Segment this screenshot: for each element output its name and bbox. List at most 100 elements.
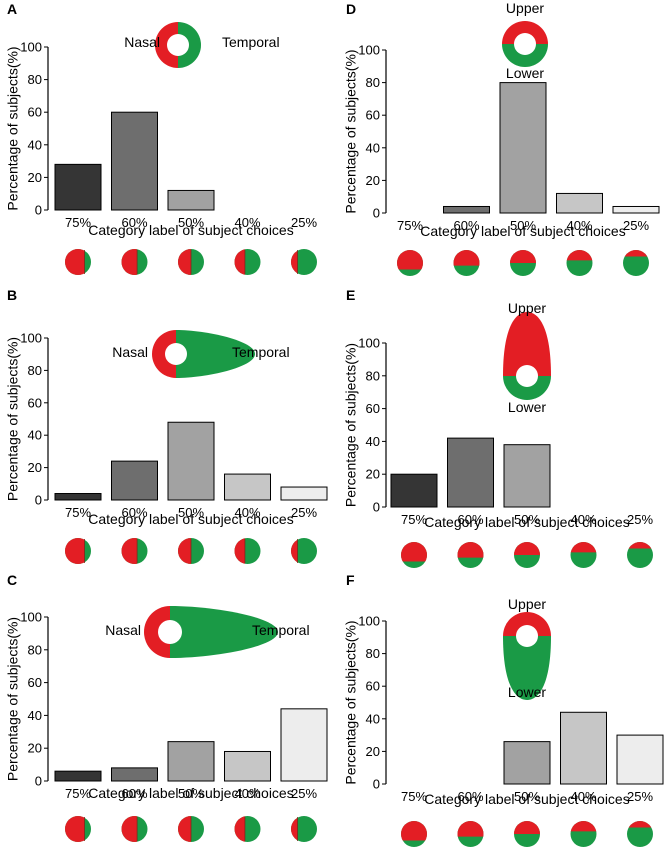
y-axis-label: Percentage of subjects(%) bbox=[343, 49, 359, 213]
x-tick-label: 50% bbox=[178, 505, 204, 520]
inset-top-label: Upper bbox=[508, 300, 546, 316]
y-tick-label: 0 bbox=[35, 493, 42, 508]
y-tick-label: 20 bbox=[366, 173, 380, 188]
y-tick-label: 80 bbox=[366, 368, 380, 383]
choice-stimulus-icon bbox=[291, 816, 317, 842]
x-tick-label: 50% bbox=[178, 786, 204, 801]
y-axis-label: Percentage of subjects(%) bbox=[343, 620, 359, 784]
bar-50pct bbox=[503, 741, 551, 785]
choice-stimulus-icon bbox=[178, 249, 204, 275]
bar-50pct bbox=[167, 189, 215, 211]
x-tick-label: 75% bbox=[65, 786, 91, 801]
inset-left-label: Nasal bbox=[124, 34, 160, 50]
x-tick-label: 75% bbox=[401, 789, 427, 804]
choice-stimulus-icon bbox=[457, 542, 484, 568]
y-tick-label: 0 bbox=[35, 203, 42, 218]
panel-letter: C bbox=[7, 572, 17, 588]
bar-50pct bbox=[499, 82, 547, 214]
stimulus-inset bbox=[503, 612, 551, 700]
x-tick-label: 40% bbox=[234, 786, 260, 801]
choice-stimulus-icon bbox=[121, 538, 148, 564]
y-tick-label: 80 bbox=[28, 363, 42, 378]
choice-stimulus-icon bbox=[514, 821, 540, 847]
inset-right-label: Temporal bbox=[232, 344, 290, 360]
x-tick-label: 60% bbox=[457, 512, 483, 527]
inset-right-label: Temporal bbox=[222, 34, 280, 50]
stimulus-inset bbox=[503, 312, 551, 400]
choice-stimulus-icon bbox=[397, 250, 423, 276]
y-tick-label: 40 bbox=[366, 434, 380, 449]
y-tick-label: 80 bbox=[366, 646, 380, 661]
choice-stimulus-icon bbox=[65, 538, 91, 564]
bar-60pct bbox=[443, 205, 490, 214]
y-tick-label: 40 bbox=[28, 708, 42, 723]
bar-40pct bbox=[224, 473, 271, 501]
panel-letter: D bbox=[346, 1, 356, 17]
y-tick-label: 60 bbox=[366, 108, 380, 123]
bar-25pct bbox=[280, 708, 328, 782]
choice-stimulus-icon bbox=[514, 542, 540, 568]
stimulus-inset bbox=[144, 606, 278, 658]
y-axis-label: Percentage of subjects(%) bbox=[343, 343, 359, 507]
bar-60pct bbox=[111, 460, 158, 501]
x-tick-label: 60% bbox=[121, 786, 147, 801]
bar-60pct bbox=[111, 767, 158, 782]
bar-60pct bbox=[111, 111, 158, 211]
choice-stimulus-icon bbox=[401, 821, 427, 847]
x-tick-label: 60% bbox=[457, 789, 483, 804]
x-tick-label: 60% bbox=[121, 505, 147, 520]
inset-bottom-label: Lower bbox=[508, 399, 546, 415]
choice-stimulus-icon bbox=[570, 821, 597, 847]
choice-stimulus-icon bbox=[453, 250, 480, 276]
bar-40pct bbox=[224, 750, 271, 782]
y-tick-label: 40 bbox=[366, 711, 380, 726]
x-tick-label: 75% bbox=[397, 218, 423, 233]
x-tick-label: 25% bbox=[627, 512, 653, 527]
inset-bottom-label: Lower bbox=[506, 65, 544, 81]
bar-25pct bbox=[280, 486, 328, 501]
y-tick-label: 100 bbox=[20, 610, 42, 625]
y-tick-label: 20 bbox=[366, 744, 380, 759]
y-tick-label: 100 bbox=[358, 43, 380, 58]
x-tick-label: 75% bbox=[401, 512, 427, 527]
bar-25pct bbox=[616, 734, 664, 785]
x-axis-label: Category label of subject choices bbox=[420, 223, 625, 239]
x-tick-label: 40% bbox=[566, 218, 592, 233]
bar-40pct bbox=[560, 711, 607, 785]
y-tick-label: 80 bbox=[28, 642, 42, 657]
y-tick-label: 20 bbox=[28, 460, 42, 475]
x-tick-label: 50% bbox=[178, 215, 204, 230]
y-axis-label: Percentage of subjects(%) bbox=[5, 617, 21, 781]
choice-stimulus-icon bbox=[566, 250, 593, 276]
choice-stimulus-icon bbox=[65, 249, 91, 275]
choice-stimulus-icon bbox=[234, 538, 261, 564]
y-tick-label: 40 bbox=[28, 428, 42, 443]
x-tick-label: 50% bbox=[514, 512, 540, 527]
x-tick-label: 25% bbox=[291, 786, 317, 801]
x-tick-label: 40% bbox=[234, 215, 260, 230]
y-tick-label: 80 bbox=[366, 75, 380, 90]
x-tick-label: 25% bbox=[623, 218, 649, 233]
bar-50pct bbox=[167, 741, 215, 782]
y-tick-label: 80 bbox=[28, 72, 42, 87]
y-axis-label: Percentage of subjects(%) bbox=[5, 337, 21, 501]
y-tick-label: 20 bbox=[28, 741, 42, 756]
choice-stimulus-icon bbox=[401, 542, 427, 568]
x-tick-label: 25% bbox=[291, 215, 317, 230]
inset-right-label: Temporal bbox=[252, 622, 310, 638]
y-tick-label: 40 bbox=[28, 137, 42, 152]
x-tick-label: 60% bbox=[453, 218, 479, 233]
choice-stimulus-icon bbox=[457, 821, 484, 847]
choice-stimulus-icon bbox=[627, 821, 653, 847]
choice-stimulus-icon bbox=[121, 249, 148, 275]
panel-letter: A bbox=[7, 1, 17, 17]
choice-stimulus-icon bbox=[627, 542, 653, 568]
inset-left-label: Nasal bbox=[112, 344, 148, 360]
x-axis-label: Category label of subject choices bbox=[424, 514, 629, 530]
choice-stimulus-icon bbox=[178, 816, 204, 842]
inset-left-label: Nasal bbox=[105, 622, 141, 638]
